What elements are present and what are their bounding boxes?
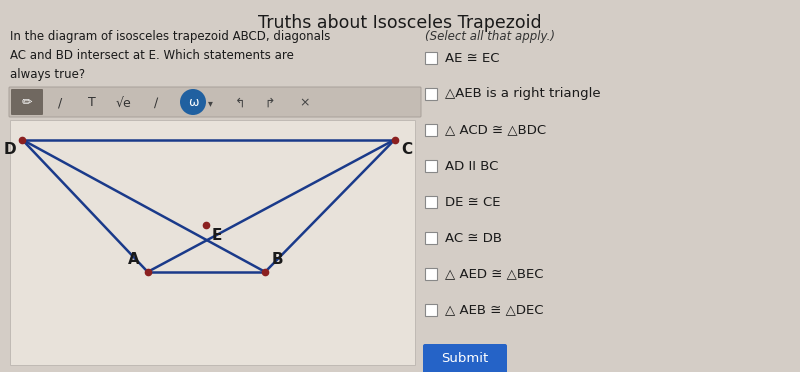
Text: △ ACD ≅ △BDC: △ ACD ≅ △BDC [445,124,546,137]
Text: Submit: Submit [442,353,489,366]
Text: C: C [401,142,412,157]
Text: ▾: ▾ [207,98,213,108]
FancyBboxPatch shape [11,89,43,115]
Bar [425,196,437,208]
Text: △ AEB ≅ △DEC: △ AEB ≅ △DEC [445,304,543,317]
Text: √e: √e [116,96,132,109]
Text: A: A [128,252,139,267]
Text: E: E [211,228,222,243]
Text: ↰: ↰ [234,96,246,109]
Text: In the diagram of isosceles trapezoid ABCD, diagonals
AC and BD intersect at E. : In the diagram of isosceles trapezoid AB… [10,30,330,81]
Text: T: T [88,96,96,109]
Text: ∕: ∕ [154,96,158,109]
Text: ω: ω [188,96,198,109]
Bar [10,120,415,365]
Text: △ AED ≅ △BEC: △ AED ≅ △BEC [445,267,543,280]
FancyBboxPatch shape [9,87,421,117]
Circle shape [180,89,206,115]
Text: D: D [4,142,17,157]
Text: AC ≅ DB: AC ≅ DB [445,231,502,244]
Bar [425,52,437,64]
Bar [425,124,437,136]
Bar [425,304,437,316]
Text: DE ≅ CE: DE ≅ CE [445,196,501,208]
FancyBboxPatch shape [423,344,507,372]
Text: ✏: ✏ [22,96,32,109]
Text: ×: × [300,96,310,109]
Text: Truths about Isosceles Trapezoid: Truths about Isosceles Trapezoid [258,14,542,32]
Text: B: B [271,252,283,267]
Bar [425,232,437,244]
Text: ↱: ↱ [265,96,275,109]
Bar [425,160,437,172]
Bar [425,268,437,280]
Bar [425,88,437,100]
Text: AE ≅ EC: AE ≅ EC [445,51,499,64]
Text: △AEB is a right triangle: △AEB is a right triangle [445,87,601,100]
Text: AD II BC: AD II BC [445,160,498,173]
Text: (Select all that apply.): (Select all that apply.) [425,30,555,43]
Text: /: / [58,96,62,109]
